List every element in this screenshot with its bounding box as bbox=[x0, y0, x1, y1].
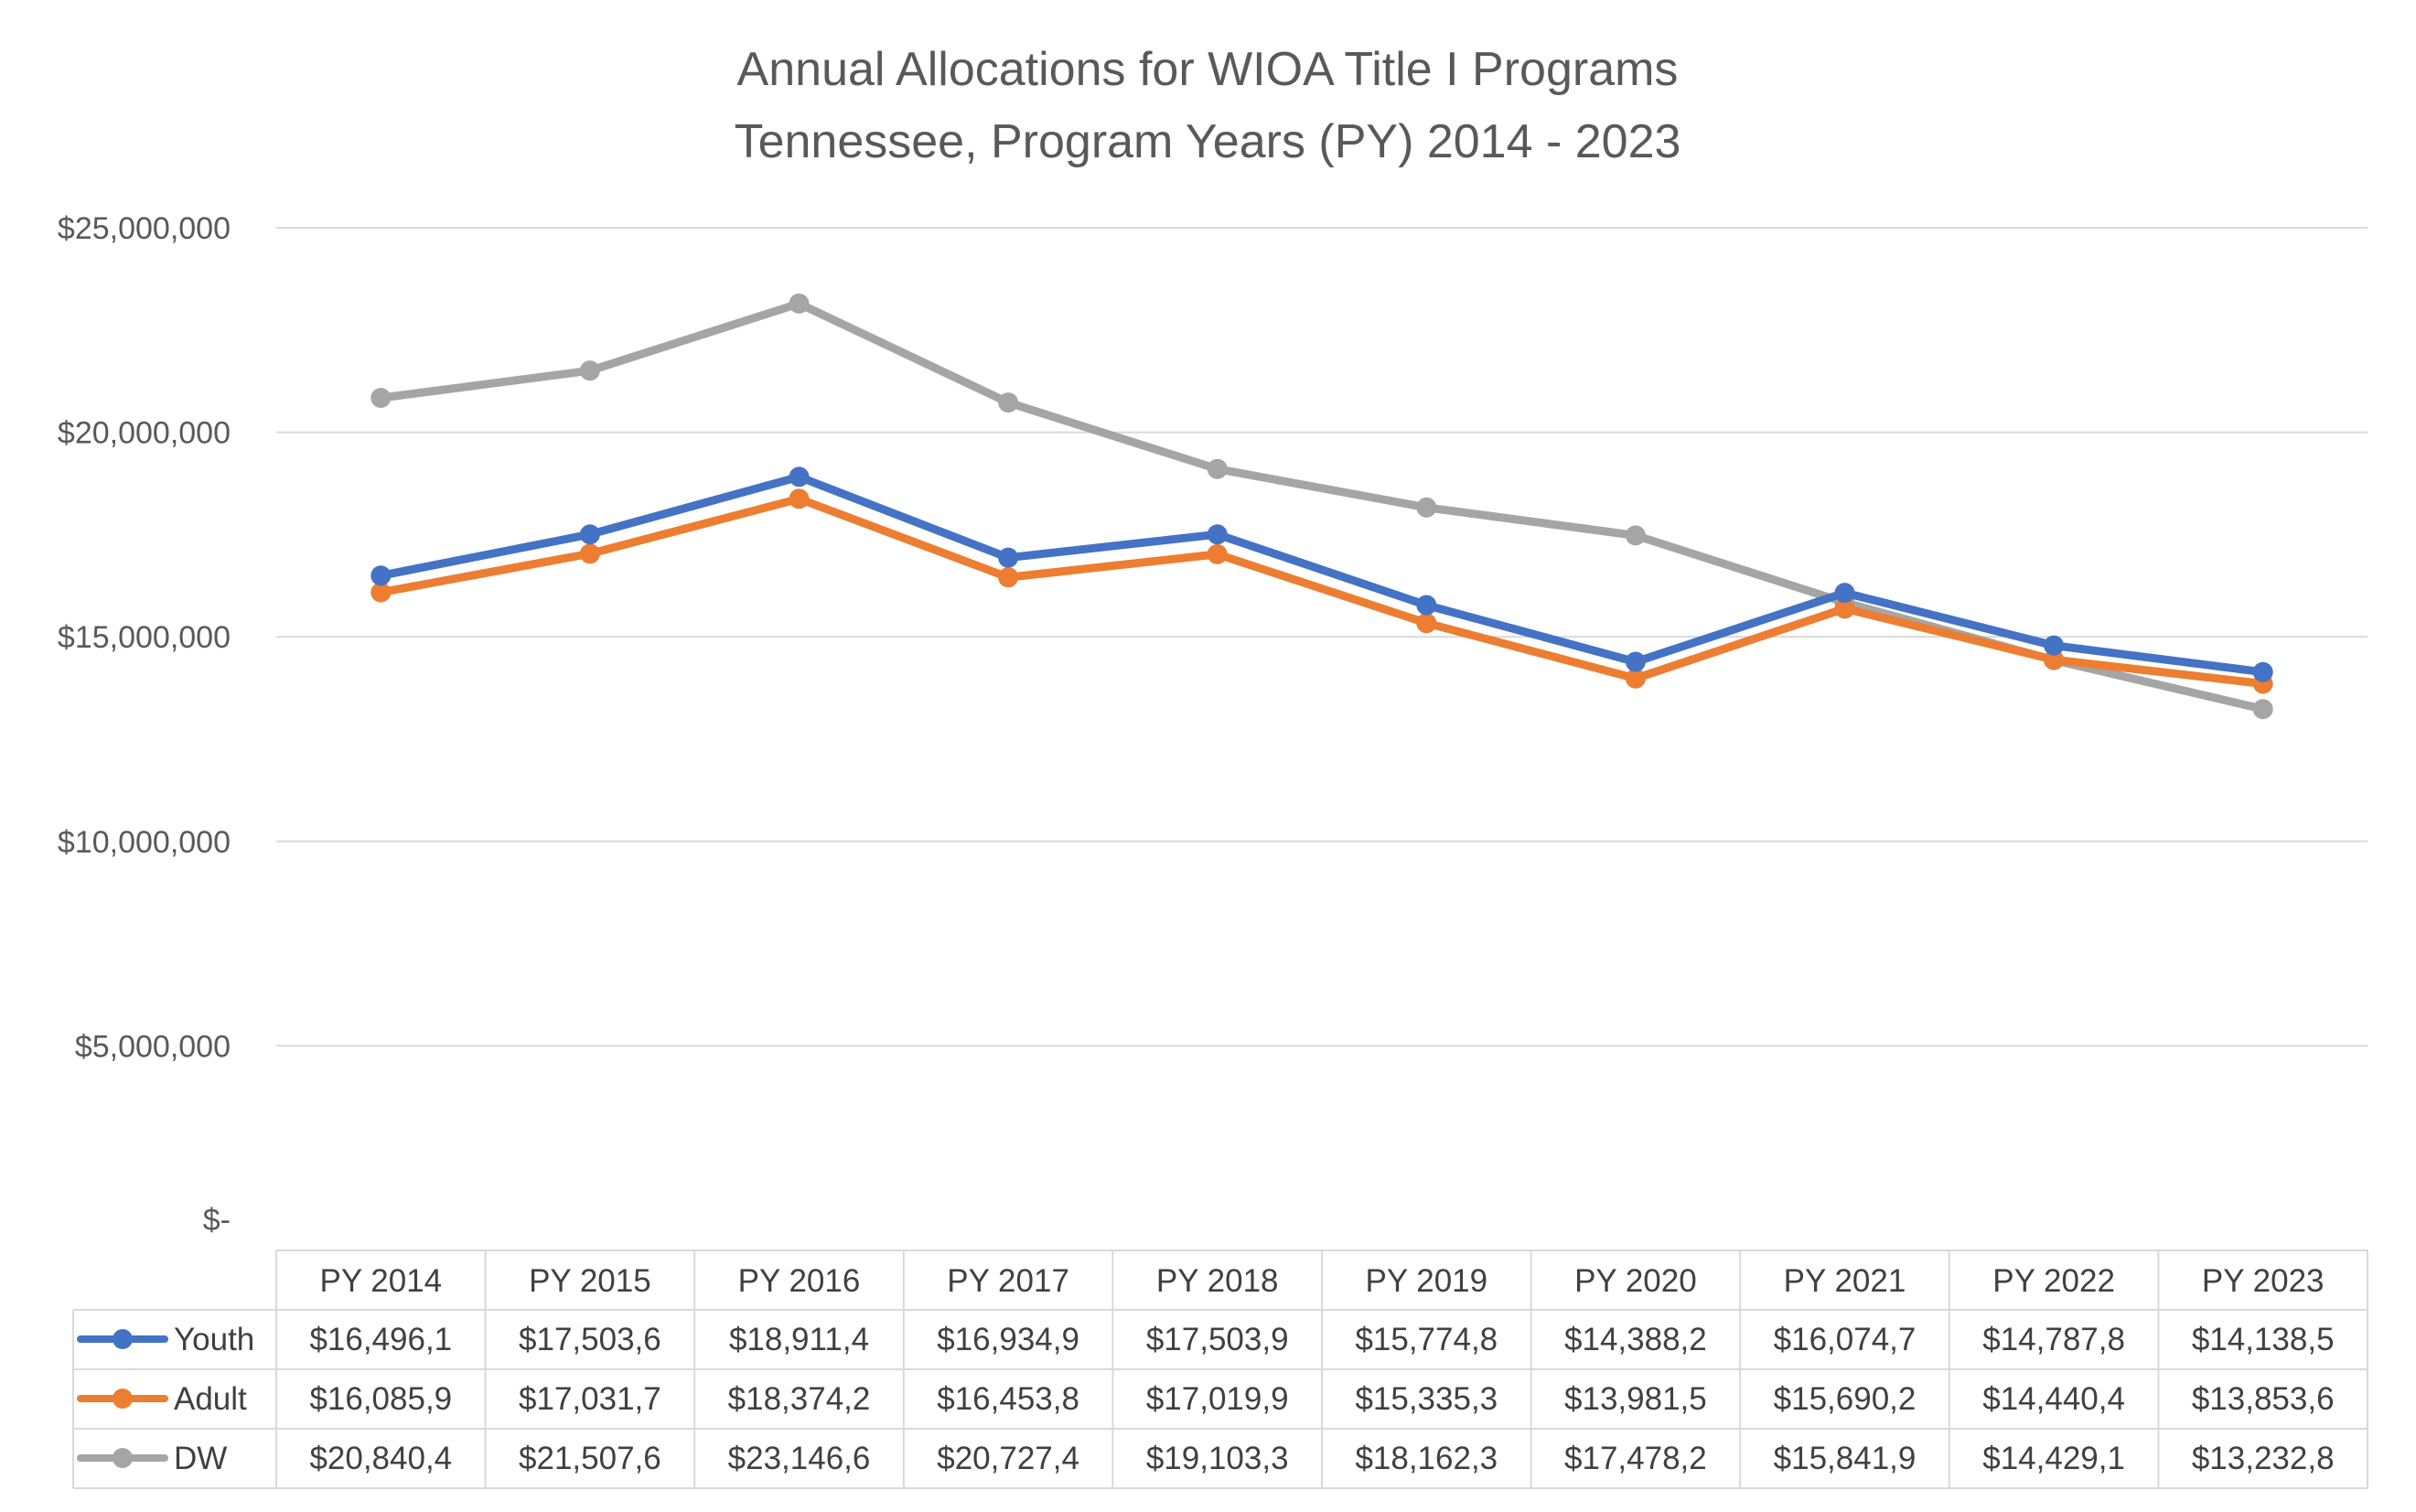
data-point bbox=[370, 582, 392, 603]
data-table-cell: $17,031,7 bbox=[519, 1381, 661, 1417]
x-tick-label: PY 2017 bbox=[947, 1263, 1069, 1299]
x-tick-label: PY 2014 bbox=[319, 1263, 442, 1299]
series-dw bbox=[370, 293, 2273, 720]
y-tick-label: $15,000,000 bbox=[58, 620, 231, 655]
data-table-cell: $14,388,2 bbox=[1564, 1322, 1707, 1357]
data-point bbox=[1207, 458, 1228, 479]
data-table-cell: $16,074,7 bbox=[1774, 1322, 1917, 1357]
data-point bbox=[1834, 598, 1855, 619]
gridlines bbox=[276, 227, 2368, 1047]
data-point bbox=[1625, 651, 1646, 672]
data-point bbox=[370, 565, 392, 586]
data-point bbox=[1207, 543, 1228, 564]
x-tick-label: PY 2023 bbox=[2202, 1263, 2325, 1299]
x-tick-label: PY 2016 bbox=[738, 1263, 861, 1299]
data-table-cell: $17,503,6 bbox=[519, 1322, 661, 1357]
data-point bbox=[370, 388, 392, 409]
legend-key-marker bbox=[113, 1329, 133, 1349]
data-table-cell: $17,503,9 bbox=[1146, 1322, 1289, 1357]
x-tick-label: PY 2021 bbox=[1784, 1263, 1906, 1299]
data-point bbox=[998, 392, 1019, 413]
data-table-cell: $16,453,8 bbox=[937, 1381, 1079, 1417]
series-line bbox=[376, 494, 2268, 688]
series-youth bbox=[370, 466, 2273, 682]
data-point bbox=[789, 293, 810, 314]
x-tick-label: PY 2015 bbox=[529, 1263, 651, 1299]
data-point bbox=[789, 466, 810, 488]
data-point bbox=[1834, 583, 1855, 604]
x-tick-label: PY 2022 bbox=[1992, 1263, 2115, 1299]
y-tick-label: $- bbox=[203, 1203, 231, 1238]
data-table-cell: $14,787,8 bbox=[1982, 1322, 2125, 1357]
data-point bbox=[579, 524, 600, 545]
y-tick-label: $10,000,000 bbox=[58, 825, 231, 860]
data-table-cell: $19,103,3 bbox=[1146, 1441, 1289, 1476]
data-table-cell: $18,162,3 bbox=[1355, 1441, 1498, 1476]
data-point bbox=[1625, 668, 1646, 689]
x-tick-label: PY 2019 bbox=[1365, 1263, 1487, 1299]
data-table: PY 2014 PY 2015 PY 2016 PY 2017 PY 2018 PY 20… bbox=[72, 1249, 2368, 1489]
data-table-cell: $13,981,5 bbox=[1564, 1381, 1707, 1417]
y-axis-ticks: $- $5,000,000 $10,000,000 $15,000,000 $20,00… bbox=[58, 211, 231, 1238]
data-point bbox=[2252, 661, 2273, 682]
data-point bbox=[1416, 613, 1437, 634]
data-table-cell: $13,853,6 bbox=[2192, 1381, 2335, 1417]
data-table-cell: $13,232,8 bbox=[2192, 1441, 2335, 1476]
data-table-cell: $17,478,2 bbox=[1564, 1441, 1707, 1476]
data-point bbox=[2044, 649, 2065, 670]
x-tick-label: PY 2020 bbox=[1574, 1263, 1697, 1299]
data-point bbox=[998, 567, 1019, 588]
data-point bbox=[1207, 524, 1228, 545]
data-point bbox=[579, 360, 600, 381]
legend-key-marker bbox=[113, 1389, 133, 1409]
series-line bbox=[376, 299, 2268, 713]
data-table-cell: $18,911,4 bbox=[729, 1322, 869, 1357]
data-point bbox=[2252, 699, 2273, 720]
data-table-cell: $17,019,9 bbox=[1146, 1381, 1289, 1417]
chart-title: Annual Allocations for WIOA Title I Prog… bbox=[737, 43, 1679, 96]
y-tick-label: $20,000,000 bbox=[58, 416, 231, 451]
data-table-cell: $15,335,3 bbox=[1355, 1381, 1498, 1417]
data-table-cell: $14,138,5 bbox=[2192, 1322, 2335, 1357]
data-point bbox=[1416, 595, 1437, 616]
legend-label: Adult bbox=[174, 1381, 247, 1417]
series-line bbox=[376, 472, 2268, 677]
y-tick-label: $5,000,000 bbox=[75, 1029, 231, 1064]
data-table-cell: $16,085,9 bbox=[309, 1381, 452, 1417]
legend-label: DW bbox=[174, 1441, 227, 1476]
data-point bbox=[1416, 497, 1437, 518]
data-point bbox=[2044, 635, 2065, 656]
data-table-cell: $14,440,4 bbox=[1982, 1381, 2125, 1417]
data-point bbox=[579, 543, 600, 564]
data-table-cell: $15,774,8 bbox=[1355, 1322, 1498, 1357]
chart-subtitle: Tennessee, Program Years (PY) 2014 - 202… bbox=[735, 115, 1681, 168]
data-point bbox=[789, 488, 810, 509]
x-tick-label: PY 2018 bbox=[1156, 1263, 1279, 1299]
data-table-cell: $15,841,9 bbox=[1774, 1441, 1917, 1476]
series-lines bbox=[370, 293, 2273, 720]
data-table-cell: $18,374,2 bbox=[728, 1381, 871, 1417]
data-table-cell: $20,727,4 bbox=[937, 1441, 1079, 1476]
data-table-cell: $16,934,9 bbox=[937, 1322, 1079, 1357]
data-table-cell: $20,840,4 bbox=[309, 1441, 452, 1476]
data-table-cell: $21,507,6 bbox=[519, 1441, 661, 1476]
y-tick-label: $25,000,000 bbox=[58, 211, 231, 246]
data-table-cell: $15,690,2 bbox=[1774, 1381, 1917, 1417]
data-point bbox=[1625, 525, 1646, 546]
legend-label: Youth bbox=[174, 1322, 254, 1357]
data-table-cell: $23,146,6 bbox=[728, 1441, 871, 1476]
data-table-cell: $16,496,1 bbox=[309, 1322, 452, 1357]
legend-key-marker bbox=[113, 1448, 133, 1468]
data-point bbox=[998, 547, 1019, 568]
data-table-cell: $14,429,1 bbox=[1982, 1441, 2125, 1476]
